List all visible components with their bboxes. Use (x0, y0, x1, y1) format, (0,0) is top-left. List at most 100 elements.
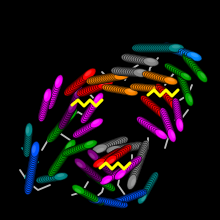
Ellipse shape (106, 85, 121, 93)
Ellipse shape (102, 182, 108, 187)
Ellipse shape (40, 107, 44, 114)
Ellipse shape (187, 51, 202, 61)
Ellipse shape (112, 72, 128, 80)
Ellipse shape (101, 81, 109, 85)
Ellipse shape (122, 163, 134, 173)
Ellipse shape (39, 177, 46, 180)
Ellipse shape (41, 105, 45, 112)
Ellipse shape (127, 165, 133, 170)
Ellipse shape (53, 156, 64, 170)
Ellipse shape (157, 130, 163, 134)
Ellipse shape (110, 72, 126, 81)
Ellipse shape (106, 73, 122, 81)
Ellipse shape (113, 203, 120, 206)
Ellipse shape (72, 96, 76, 103)
Ellipse shape (121, 143, 137, 152)
Ellipse shape (64, 113, 70, 120)
Ellipse shape (131, 195, 138, 199)
Ellipse shape (108, 170, 121, 180)
Ellipse shape (164, 113, 168, 120)
Ellipse shape (168, 123, 172, 130)
Ellipse shape (112, 86, 119, 90)
Ellipse shape (116, 166, 128, 176)
Ellipse shape (106, 74, 114, 78)
Ellipse shape (126, 68, 143, 77)
Ellipse shape (184, 51, 200, 60)
Ellipse shape (147, 85, 154, 89)
Ellipse shape (114, 167, 127, 177)
Ellipse shape (69, 105, 73, 112)
Ellipse shape (24, 131, 32, 145)
Ellipse shape (101, 198, 115, 206)
Ellipse shape (110, 151, 123, 161)
Ellipse shape (93, 120, 99, 124)
Ellipse shape (67, 146, 81, 155)
Ellipse shape (115, 141, 123, 145)
Ellipse shape (185, 51, 192, 55)
Ellipse shape (172, 101, 177, 107)
Ellipse shape (91, 84, 98, 89)
Ellipse shape (50, 94, 53, 101)
Ellipse shape (32, 147, 35, 155)
Ellipse shape (87, 106, 92, 112)
Ellipse shape (128, 55, 144, 64)
Ellipse shape (146, 123, 158, 133)
Ellipse shape (91, 96, 101, 109)
Ellipse shape (147, 59, 155, 62)
Ellipse shape (180, 73, 184, 80)
Ellipse shape (184, 55, 195, 67)
Ellipse shape (81, 111, 91, 123)
Ellipse shape (112, 150, 124, 160)
Ellipse shape (93, 93, 103, 105)
Ellipse shape (160, 45, 168, 48)
Ellipse shape (112, 174, 119, 178)
Ellipse shape (176, 101, 179, 108)
Ellipse shape (60, 114, 72, 127)
Ellipse shape (176, 118, 184, 132)
Ellipse shape (139, 142, 148, 158)
Ellipse shape (25, 140, 28, 147)
Ellipse shape (172, 46, 188, 56)
Ellipse shape (119, 87, 134, 95)
Ellipse shape (140, 187, 150, 200)
Ellipse shape (110, 145, 126, 154)
Ellipse shape (137, 193, 144, 197)
Ellipse shape (81, 123, 95, 133)
Ellipse shape (115, 196, 129, 205)
Ellipse shape (151, 86, 158, 89)
Ellipse shape (26, 130, 29, 138)
Ellipse shape (147, 85, 162, 92)
Ellipse shape (70, 147, 77, 151)
Ellipse shape (31, 141, 40, 157)
Ellipse shape (88, 119, 101, 129)
Ellipse shape (56, 118, 68, 132)
Ellipse shape (57, 149, 69, 163)
Ellipse shape (78, 72, 91, 84)
Ellipse shape (99, 179, 112, 189)
Ellipse shape (86, 86, 94, 90)
Ellipse shape (197, 70, 207, 82)
Ellipse shape (103, 183, 110, 189)
Ellipse shape (48, 175, 55, 178)
Ellipse shape (60, 114, 70, 127)
Ellipse shape (93, 158, 106, 168)
Ellipse shape (94, 75, 110, 83)
Ellipse shape (102, 174, 115, 184)
Ellipse shape (61, 112, 71, 125)
Ellipse shape (43, 90, 51, 104)
Ellipse shape (94, 97, 99, 103)
Ellipse shape (146, 44, 162, 52)
Ellipse shape (66, 82, 79, 95)
Ellipse shape (149, 182, 154, 188)
Ellipse shape (129, 169, 139, 184)
Ellipse shape (91, 175, 97, 180)
Ellipse shape (90, 77, 98, 81)
Ellipse shape (41, 96, 50, 110)
Ellipse shape (130, 162, 136, 168)
Ellipse shape (104, 158, 110, 162)
Ellipse shape (74, 85, 82, 98)
Ellipse shape (101, 163, 113, 175)
Ellipse shape (161, 112, 170, 126)
Ellipse shape (180, 72, 191, 81)
Ellipse shape (96, 148, 104, 152)
